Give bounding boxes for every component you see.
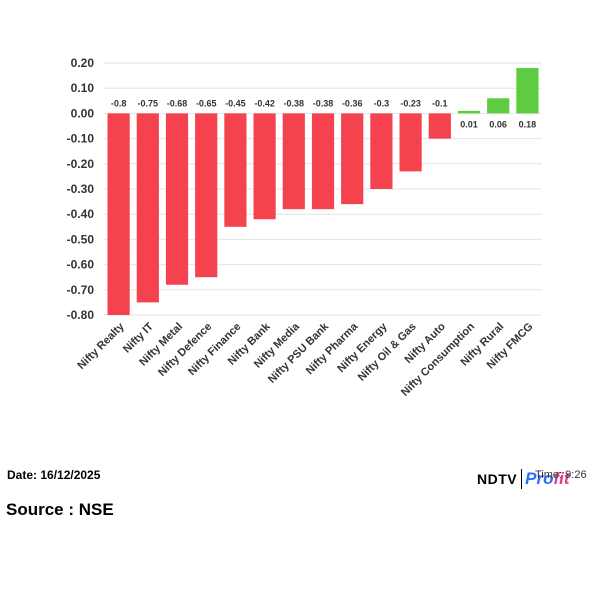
data-label: -0.3 <box>374 98 390 108</box>
y-tick-label: 0.10 <box>71 81 95 95</box>
data-label: 0.18 <box>519 119 537 129</box>
y-tick-label: 0.20 <box>71 56 95 70</box>
data-label: -0.8 <box>111 98 127 108</box>
ndtv-logo-text: NDTV <box>477 471 518 487</box>
bar <box>341 113 364 205</box>
data-label: 0.01 <box>460 119 478 129</box>
ndtv-profit-logo: NDTV Profit <box>477 468 570 490</box>
bar <box>136 113 159 303</box>
data-label: -0.38 <box>313 98 334 108</box>
bar <box>516 68 539 114</box>
x-tick-label: Nifty Realty <box>75 320 127 372</box>
y-tick-label: -0.20 <box>67 157 95 171</box>
data-label: -0.36 <box>342 98 363 108</box>
bar <box>107 113 130 316</box>
data-label: -0.42 <box>254 98 275 108</box>
bars <box>107 68 539 316</box>
date-label: Date: 16/12/2025 <box>7 468 101 482</box>
bar <box>195 113 218 278</box>
data-label: -0.45 <box>225 98 246 108</box>
data-label: -0.68 <box>167 98 188 108</box>
profit-logo-text: Profit <box>525 469 570 488</box>
y-tick-label: -0.30 <box>67 182 95 196</box>
bar <box>399 113 422 172</box>
y-tick-label: -0.50 <box>67 232 95 246</box>
y-tick-label: -0.60 <box>67 258 95 272</box>
bar <box>253 113 276 220</box>
data-labels: -0.8 -0.75 -0.68 -0.65 -0.45 -0.42 -0.38 -0.38-… <box>111 98 536 129</box>
y-axis: 0.20 0.10 0.00 -0.10 -0.20 -0.30 -0.40 -0.50 -0.… <box>67 56 95 322</box>
data-label: 0.06 <box>489 119 507 129</box>
y-tick-label: -0.80 <box>67 308 95 322</box>
bar <box>311 113 335 210</box>
logo-divider <box>521 469 523 489</box>
bar <box>428 113 451 139</box>
bar <box>457 110 481 114</box>
time-label: Time: 9:26 <box>535 469 587 481</box>
bar <box>282 113 305 210</box>
bar <box>224 113 247 227</box>
data-label: -0.23 <box>400 98 421 108</box>
y-tick-label: 0.00 <box>71 106 95 120</box>
source-label: Source : NSE <box>6 500 114 519</box>
bar <box>165 113 189 285</box>
bar-chart: 0.20 0.10 0.00 -0.10 -0.20 -0.30 -0.40 -0.50 -0.… <box>67 56 542 399</box>
y-tick-label: -0.10 <box>67 132 95 146</box>
bar <box>370 113 393 189</box>
y-tick-label: -0.70 <box>67 283 95 297</box>
y-tick-label: -0.40 <box>67 207 95 221</box>
data-label: -0.65 <box>196 98 217 108</box>
data-label: -0.38 <box>284 98 305 108</box>
data-label: -0.1 <box>432 98 448 108</box>
data-label: -0.75 <box>138 98 159 108</box>
bar <box>487 98 510 114</box>
